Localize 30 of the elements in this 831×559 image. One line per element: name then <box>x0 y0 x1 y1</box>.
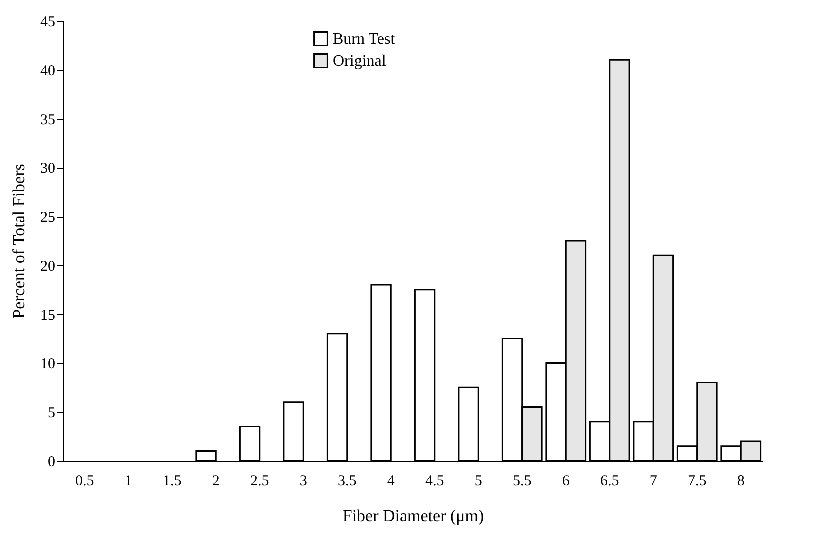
y-tick-label: 35 <box>40 112 56 128</box>
x-tick-label: 0.5 <box>76 474 94 490</box>
x-tick-label: 6.5 <box>600 474 620 490</box>
x-tick-label: 8 <box>737 474 745 490</box>
x-tick-label: 4.5 <box>426 474 444 490</box>
x-tick-label: 2 <box>212 474 220 490</box>
x-tick-label: 3.5 <box>338 474 357 490</box>
x-tick-label: 3 <box>300 474 308 490</box>
y-tick-label: 20 <box>40 258 56 275</box>
y-tick-label: 40 <box>40 63 56 80</box>
x-tick-label: 1.5 <box>163 474 182 490</box>
legend-label: Burn Test <box>333 31 396 48</box>
y-tick-label: 25 <box>40 210 56 226</box>
y-tick-label: 10 <box>40 356 56 373</box>
x-tick-label: 6 <box>562 474 570 490</box>
x-tick-label: 2.5 <box>250 474 270 490</box>
x-tick-label: 5.5 <box>513 474 532 490</box>
y-tick-label: 15 <box>40 308 56 324</box>
x-tick-label: 4 <box>387 474 396 490</box>
x-tick-label: 5 <box>474 474 482 490</box>
y-tick-label: 0 <box>48 454 56 470</box>
x-tick-label: 7.5 <box>688 474 707 490</box>
x-tick-label: 7 <box>650 474 658 490</box>
y-tick-label: 45 <box>40 14 56 30</box>
x-axis-title: Fiber Diameter (μm) <box>342 506 484 526</box>
y-tick-label: 5 <box>48 406 56 422</box>
legend-label: Original <box>333 53 387 70</box>
x-tick-label: 1 <box>124 474 132 490</box>
y-tick-label: 30 <box>40 161 56 178</box>
y-axis-title: Percent of Total Fibers <box>10 164 28 319</box>
